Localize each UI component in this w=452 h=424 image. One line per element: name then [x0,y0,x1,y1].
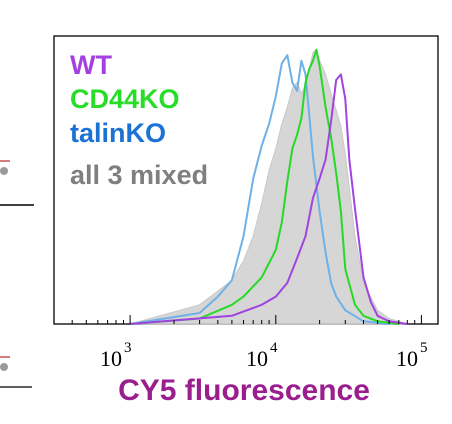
svg-text:10: 10 [100,346,122,371]
svg-text:5: 5 [420,340,428,356]
svg-text:10: 10 [396,346,418,371]
legend-item-cd44ko: CD44KO [70,84,180,114]
svg-text:3: 3 [124,340,132,356]
x-tick-label-100000: 10 5 [396,340,428,371]
x-axis-label: CY5 fluorescence [118,374,370,407]
x-axis-ticks [53,315,422,324]
x-tick-label-10000: 10 4 [246,340,278,371]
svg-text:4: 4 [270,340,278,356]
legend-item-talinko: talinKO [70,118,166,148]
series-wt [130,73,408,325]
series-cd44ko [130,48,399,325]
legend-item-wt: WT [70,50,112,80]
legend-item-all-3-mixed: all 3 mixed [70,160,208,190]
series-layer [129,48,408,325]
legend: WT CD44KO talinKO all 3 mixed [70,50,208,190]
x-tick-label-1000: 10 3 [100,340,132,371]
svg-text:10: 10 [246,346,268,371]
neighbor-panel-fragment [0,160,34,388]
series-talinko [129,54,390,325]
